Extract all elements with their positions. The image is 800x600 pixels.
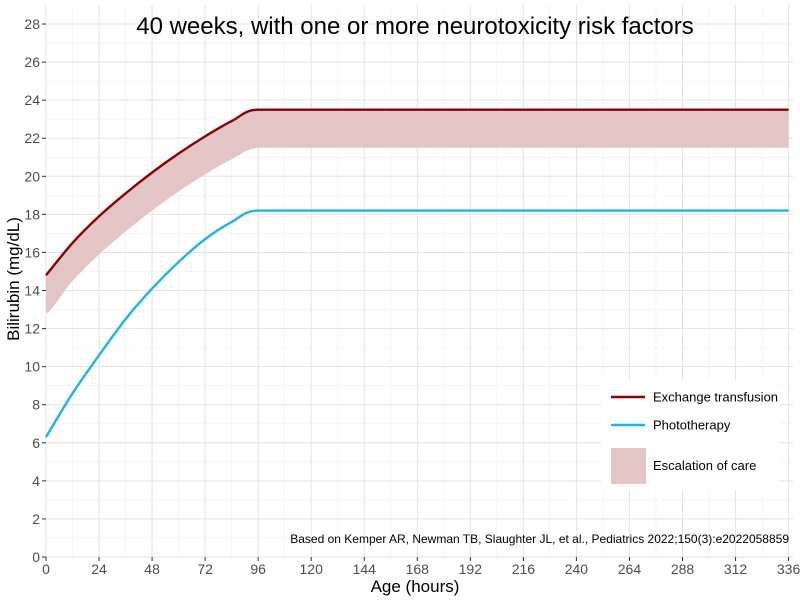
x-tick-label-336: 336 bbox=[777, 561, 800, 577]
x-tick-label-264: 264 bbox=[618, 561, 642, 577]
y-tick-label-8: 8 bbox=[32, 397, 40, 413]
y-tick-label-12: 12 bbox=[24, 321, 40, 337]
legend-key-escalation-of-care bbox=[611, 448, 646, 484]
x-tick-label-144: 144 bbox=[353, 561, 377, 577]
y-tick-label-6: 6 bbox=[32, 435, 40, 451]
x-tick-label-120: 120 bbox=[300, 561, 324, 577]
legend-label-phototherapy: Phototherapy bbox=[653, 418, 731, 433]
x-tick-label-216: 216 bbox=[512, 561, 536, 577]
x-tick-label-168: 168 bbox=[406, 561, 430, 577]
y-tick-label-4: 4 bbox=[32, 473, 40, 489]
y-tick-label-28: 28 bbox=[24, 16, 40, 32]
x-tick-label-192: 192 bbox=[459, 561, 483, 577]
y-tick-label-22: 22 bbox=[24, 130, 40, 146]
y-tick-label-24: 24 bbox=[24, 92, 40, 108]
series-lines-layer bbox=[44, 108, 789, 438]
x-tick-label-288: 288 bbox=[671, 561, 695, 577]
y-tick-label-2: 2 bbox=[32, 511, 40, 527]
x-tick-label-48: 48 bbox=[144, 561, 160, 577]
x-axis-title: Age (hours) bbox=[371, 577, 460, 596]
legend-label-exchange-transfusion: Exchange transfusion bbox=[653, 390, 778, 405]
phototherapy-line bbox=[44, 209, 789, 438]
x-tick-label-0: 0 bbox=[42, 561, 50, 577]
legend: Exchange transfusion Phototherapy Escalati… bbox=[601, 380, 779, 490]
y-tick-label-18: 18 bbox=[24, 206, 40, 222]
x-tick-label-72: 72 bbox=[197, 561, 213, 577]
x-tick-label-24: 24 bbox=[91, 561, 107, 577]
x-tick-label-240: 240 bbox=[565, 561, 589, 577]
escalation-band-layer bbox=[46, 109, 789, 314]
x-axis-ticks: 0 24 48 72 96 120 144 168 192 216 240 264 288 312 336 bbox=[42, 557, 800, 577]
y-axis-title: Bilirubin (mg/dL) bbox=[4, 217, 23, 341]
x-tick-label-96: 96 bbox=[250, 561, 266, 577]
exchange-transfusion-line bbox=[45, 108, 789, 277]
y-tick-label-14: 14 bbox=[24, 283, 40, 299]
y-tick-label-20: 20 bbox=[24, 168, 40, 184]
y-tick-label-10: 10 bbox=[24, 359, 40, 375]
escalation-of-care-band bbox=[46, 109, 789, 314]
legend-label-escalation-of-care: Escalation of care bbox=[653, 458, 756, 473]
y-tick-label-0: 0 bbox=[32, 549, 40, 565]
x-tick-label-312: 312 bbox=[724, 561, 748, 577]
chart-title: 40 weeks, with one or more neurotoxicity… bbox=[136, 13, 694, 40]
y-tick-label-26: 26 bbox=[24, 54, 40, 70]
y-tick-label-16: 16 bbox=[24, 244, 40, 260]
citation-note: Based on Kemper AR, Newman TB, Slaughter… bbox=[290, 532, 789, 546]
